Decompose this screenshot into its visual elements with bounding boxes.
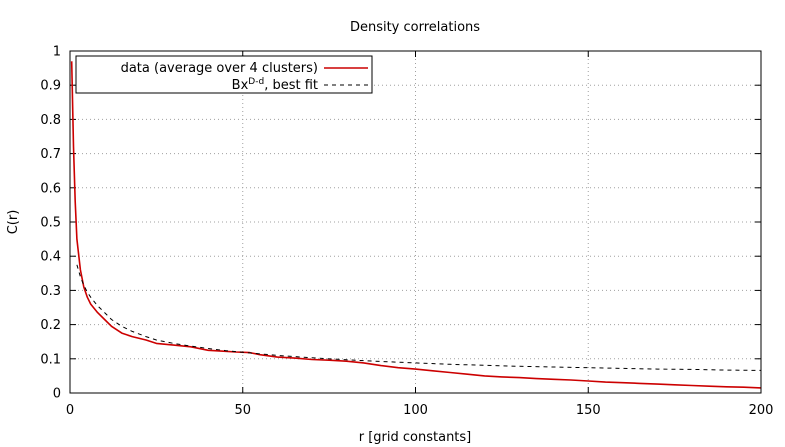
x-tick-label: 0 [66, 403, 74, 418]
x-tick-label: 200 [749, 403, 774, 418]
legend-fit-superscript: D-d [248, 77, 264, 87]
plot-frame [69, 50, 762, 394]
x-axis-label: r [grid constants] [359, 430, 472, 445]
x-tick-label: 150 [576, 403, 601, 418]
legend-fit-base: Bx [232, 78, 249, 93]
legend-label-data: data (average over 4 clusters) [121, 61, 318, 76]
series-line-data [70, 61, 762, 389]
y-tick-label: 0.1 [40, 352, 61, 367]
y-tick-label: 0.6 [40, 181, 61, 196]
legend-label-fit: BxD-d, best fit [232, 77, 318, 93]
y-tick-label: 0.3 [40, 284, 61, 299]
y-axis-label: C(r) [6, 210, 21, 235]
grid-lines [70, 51, 761, 393]
y-tick-label: 1 [53, 45, 61, 60]
y-tick-label: 0.2 [40, 318, 61, 333]
series-line-best-fit [76, 264, 762, 371]
x-tick-label: 100 [403, 403, 428, 418]
chart-title: Density correlations [350, 20, 480, 35]
series-lines [70, 61, 762, 389]
y-tick-label: 0.7 [40, 147, 61, 162]
y-tick-label: 0.5 [40, 216, 61, 231]
legend-fit-suffix: , best fit [264, 78, 318, 93]
y-tick-label: 0.8 [40, 113, 61, 128]
legend: data (average over 4 clusters) BxD-d, be… [75, 55, 373, 94]
y-tick-label: 0.9 [40, 79, 61, 94]
x-tick-label: 50 [234, 403, 251, 418]
axis-ticks: 0 0.1 0.2 0.3 0.4 0.5 0.6 0.7 0.8 0.9 1 0 50 100 150 20… [40, 45, 773, 419]
legend-box [75, 55, 373, 94]
y-tick-label: 0.4 [40, 250, 61, 265]
y-tick-label: 0 [53, 387, 61, 402]
